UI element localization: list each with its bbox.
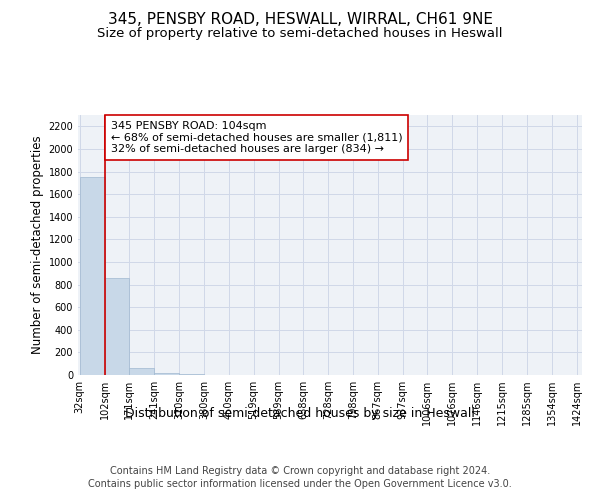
Bar — [154, 372, 179, 375]
Text: 345, PENSBY ROAD, HESWALL, WIRRAL, CH61 9NE: 345, PENSBY ROAD, HESWALL, WIRRAL, CH61 … — [107, 12, 493, 28]
Text: Contains public sector information licensed under the Open Government Licence v3: Contains public sector information licen… — [88, 479, 512, 489]
Bar — [105, 278, 130, 375]
Bar — [179, 374, 204, 375]
Text: 345 PENSBY ROAD: 104sqm
← 68% of semi-detached houses are smaller (1,811)
32% of: 345 PENSBY ROAD: 104sqm ← 68% of semi-de… — [111, 121, 403, 154]
Y-axis label: Number of semi-detached properties: Number of semi-detached properties — [31, 136, 44, 354]
Text: Distribution of semi-detached houses by size in Heswall: Distribution of semi-detached houses by … — [125, 408, 475, 420]
Text: Size of property relative to semi-detached houses in Heswall: Size of property relative to semi-detach… — [97, 28, 503, 40]
Bar — [130, 368, 154, 375]
Text: Contains HM Land Registry data © Crown copyright and database right 2024.: Contains HM Land Registry data © Crown c… — [110, 466, 490, 476]
Bar — [80, 177, 104, 375]
